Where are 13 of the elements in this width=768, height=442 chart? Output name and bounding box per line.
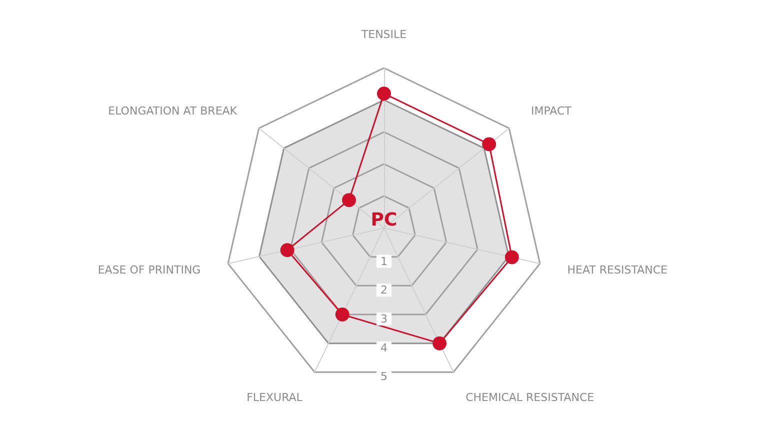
- spoke-label: CHEMICAL RESISTANCE: [466, 390, 594, 404]
- spoke-label: EASE OF PRINTING: [98, 263, 201, 276]
- spoke-label: FLEXURAL: [246, 390, 304, 404]
- y-tick-label: 4: [380, 341, 388, 354]
- spoke-label: ELONGATION AT BREAK: [108, 104, 238, 118]
- spoke-label: TENSILE: [360, 28, 407, 41]
- y-tick-label: 1: [380, 254, 388, 268]
- spoke-label: IMPACT: [530, 104, 572, 118]
- y-tick-label: 2: [380, 284, 388, 297]
- y-tick-label: 3: [380, 312, 388, 326]
- y-tick-label: 5: [380, 370, 388, 384]
- spoke-label: HEAT RESISTANCE: [567, 263, 668, 276]
- series-label: PC: [370, 210, 398, 230]
